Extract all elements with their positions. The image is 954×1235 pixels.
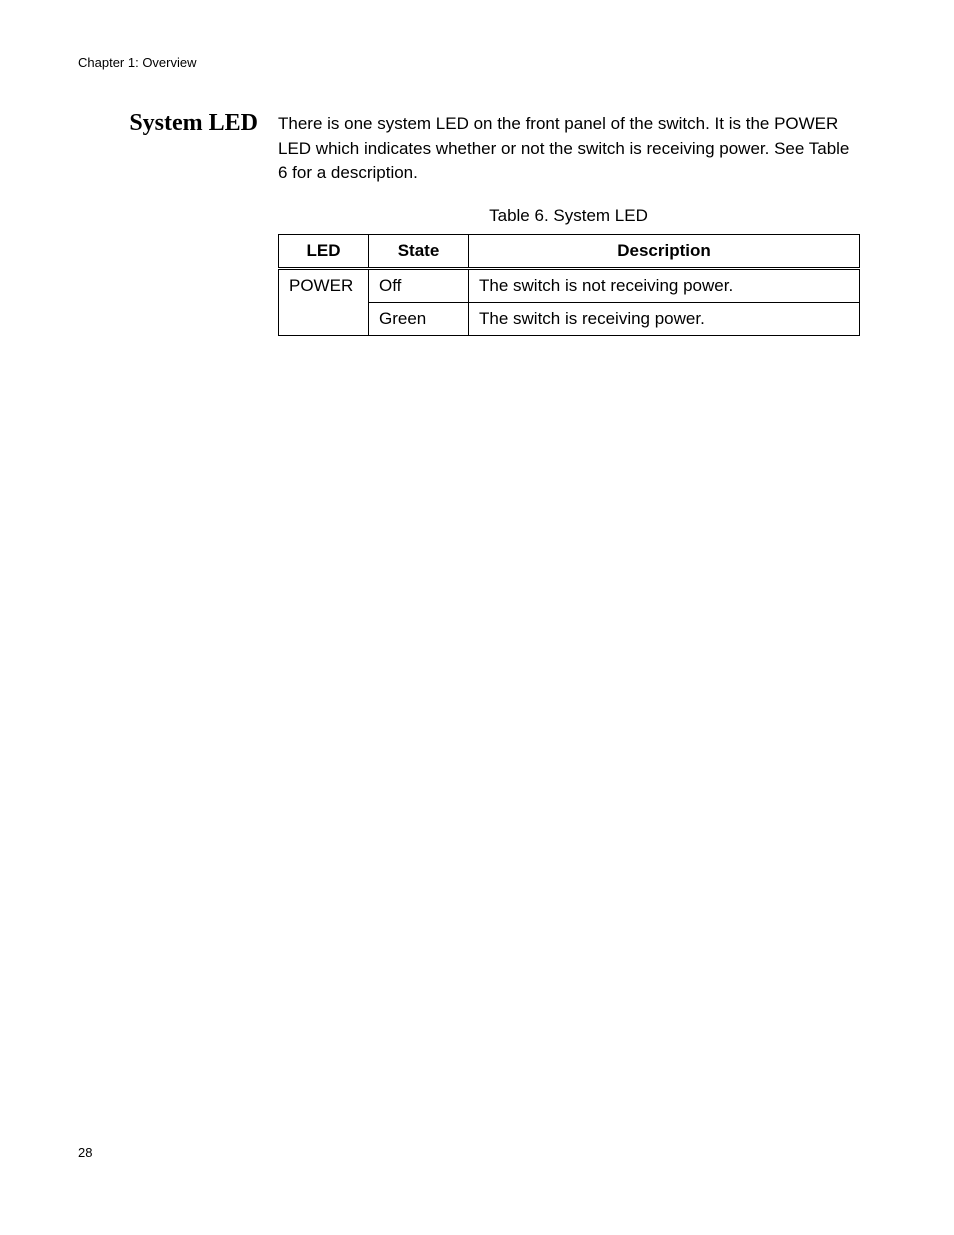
section-row: System LED There is one system LED on th… xyxy=(128,110,859,186)
table-caption: Table 6. System LED xyxy=(278,206,859,226)
table-header-row: LED State Description xyxy=(279,234,860,268)
page-number: 28 xyxy=(78,1145,92,1160)
table-row: POWER Off The switch is not receiving po… xyxy=(279,268,860,302)
table-header-state: State xyxy=(369,234,469,268)
page-header: Chapter 1: Overview xyxy=(78,55,197,70)
section-body: There is one system LED on the front pan… xyxy=(278,110,859,186)
section-title: System LED xyxy=(128,110,278,137)
table-cell-state: Green xyxy=(369,302,469,335)
table-header-led: LED xyxy=(279,234,369,268)
table-header-description: Description xyxy=(469,234,860,268)
main-content: System LED There is one system LED on th… xyxy=(128,110,859,336)
table-cell-state: Off xyxy=(369,268,469,302)
table-cell-description: The switch is receiving power. xyxy=(469,302,860,335)
table-cell-description: The switch is not receiving power. xyxy=(469,268,860,302)
system-led-table: LED State Description POWER Off The swit… xyxy=(278,234,860,336)
table-cell-led: POWER xyxy=(279,268,369,335)
